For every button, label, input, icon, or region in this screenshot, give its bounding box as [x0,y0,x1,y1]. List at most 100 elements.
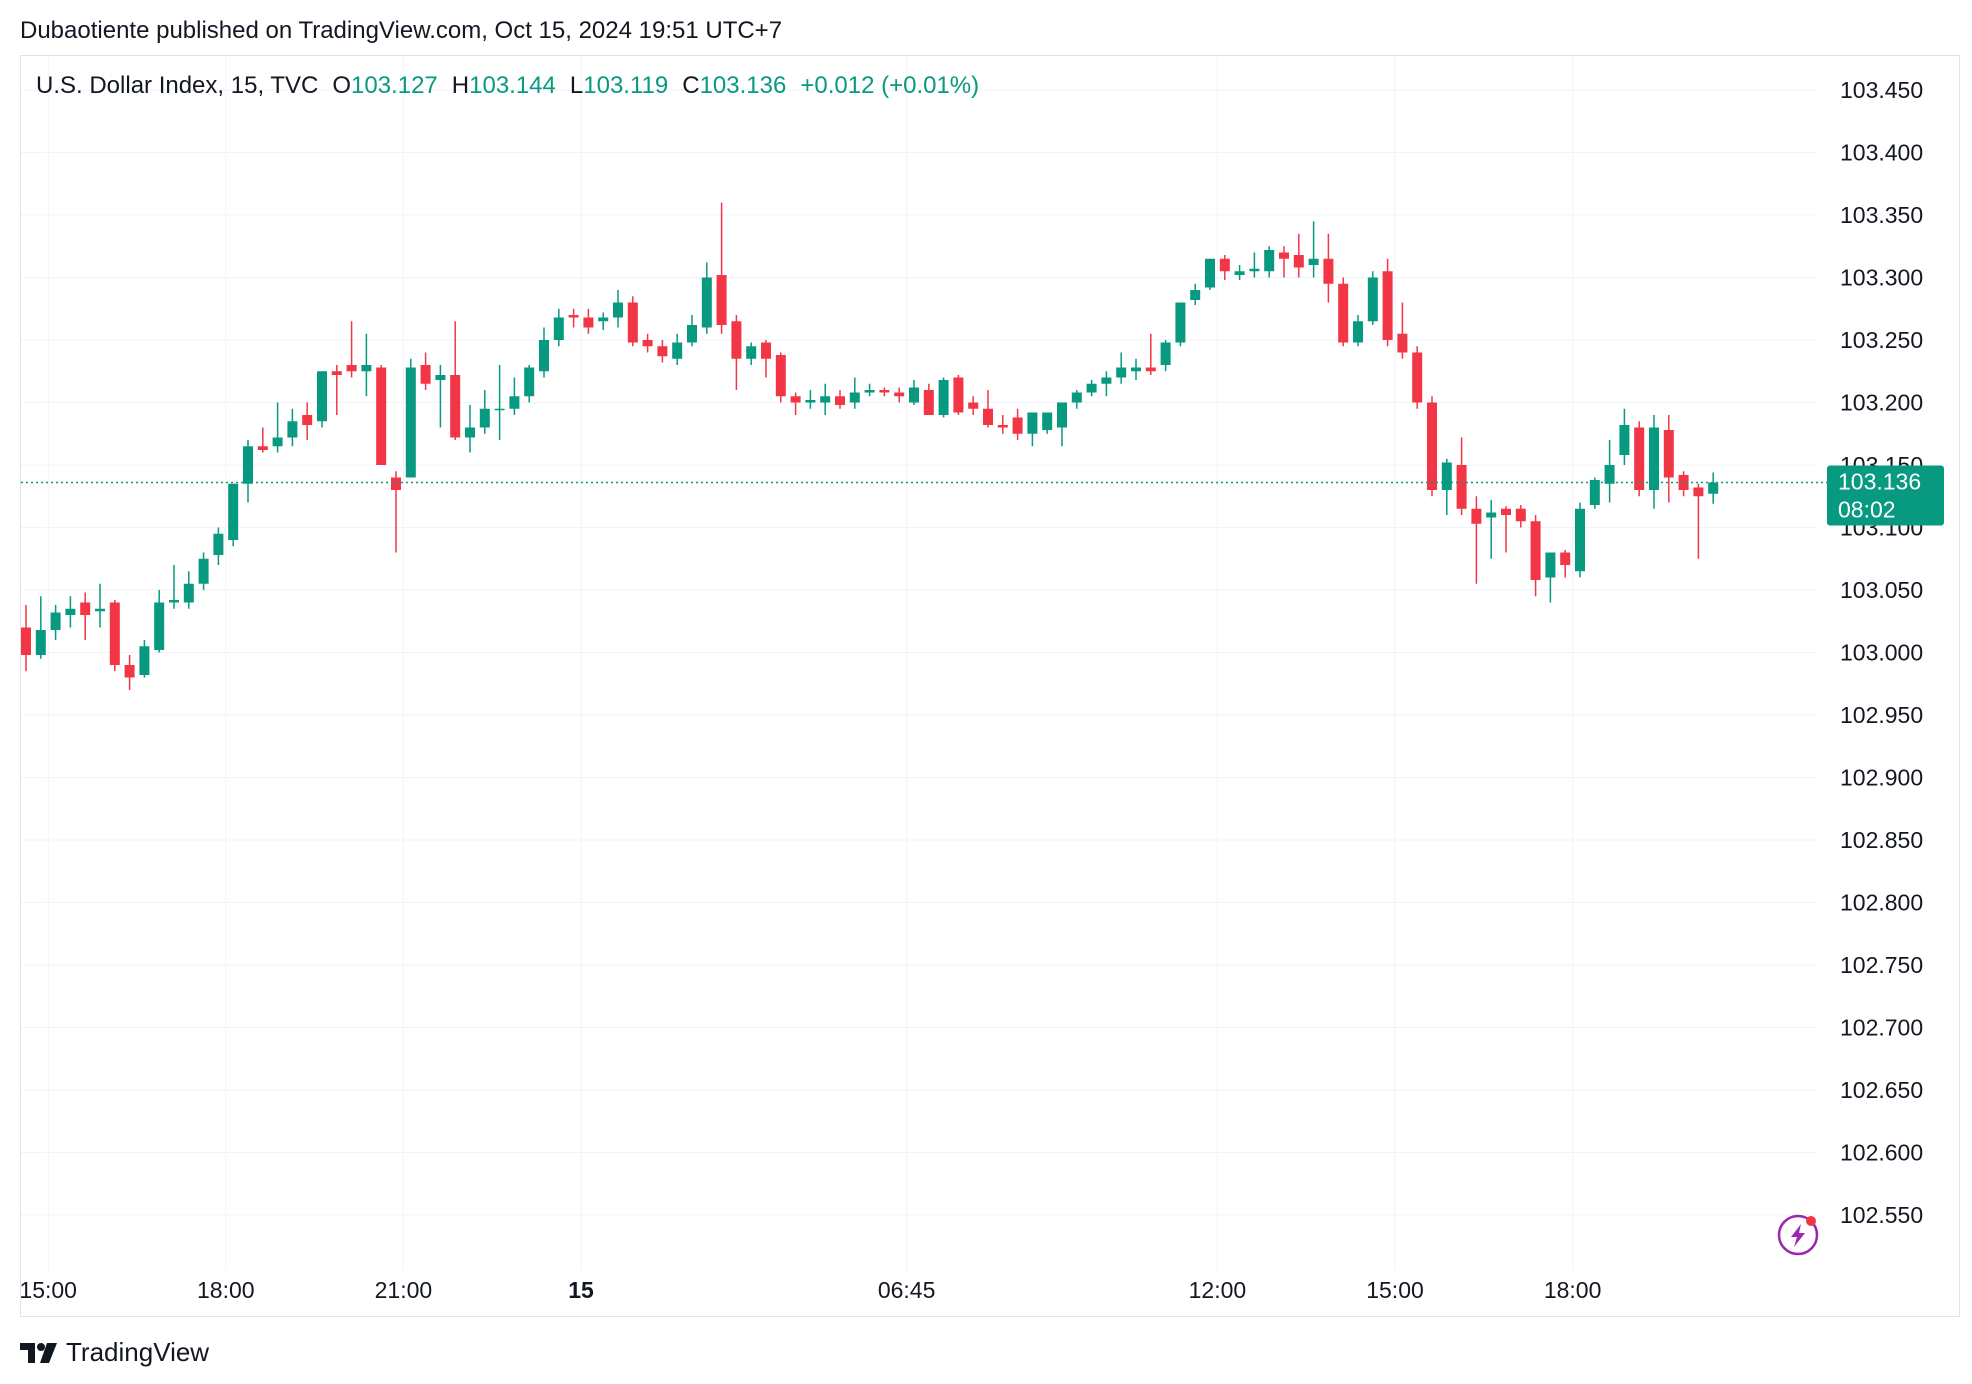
candle-body [95,608,105,612]
candle [420,352,431,390]
candle [1367,271,1378,325]
candle [1264,246,1275,278]
candle-body [864,390,875,393]
candle-body [331,371,342,375]
candle-body [1367,277,1378,322]
lightning-icon[interactable] [1777,1214,1819,1256]
candle-body [1545,552,1556,578]
candle-body [539,340,549,372]
candle [1649,415,1659,509]
candle-body [1293,255,1304,268]
candle [124,655,135,690]
candle [243,440,253,503]
chart-legend: U.S. Dollar Index, 15, TVC O103.127 H103.1… [36,72,993,100]
published-line: Dubaotiente published on TradingView.com… [20,17,783,44]
candle [1441,458,1452,515]
candle [568,308,579,328]
candle [1012,408,1023,440]
candle [1249,252,1260,278]
candle [613,290,623,328]
candle-body [583,317,594,328]
candle [1338,277,1349,347]
candle [1145,333,1156,375]
candle [35,596,46,659]
candle [923,383,934,415]
candle-body [687,325,697,343]
candle-body [1663,430,1674,478]
candle [391,471,401,553]
candle [1382,258,1393,347]
tradingview-logo-text: TradingView [66,1337,210,1367]
candle-body [879,390,890,393]
x-tick-label: 18:00 [1544,1277,1602,1303]
candle [479,390,490,434]
candle-body [1071,392,1082,403]
y-tick-label: 102.550 [1840,1202,1923,1228]
candle-body [287,421,298,438]
candle [1042,412,1053,434]
candle-body [1382,271,1393,340]
candle [716,202,727,334]
candle [302,402,313,440]
candle-body [1589,480,1600,505]
candle-body [1219,258,1230,272]
candle-body [1486,512,1497,518]
candle-body [302,415,313,425]
candle [1190,283,1201,305]
last-price-tag: 103.136 08:02 [1827,465,1944,526]
candle-body [21,627,31,655]
candle [524,365,535,403]
candle [1160,340,1171,372]
candle [1205,258,1215,290]
candle [1412,346,1423,409]
last-price-tag-background [1827,465,1944,526]
chart-frame [20,55,1960,1317]
candle-body [1693,487,1704,497]
candle [228,483,239,547]
candle-body [1441,462,1452,490]
candle-body [139,646,150,675]
price-axis: 103.450 103.400 103.350 103.300 103.250 103.2… [1840,77,1923,1228]
candle [198,552,209,590]
candle-body [968,402,979,409]
candle-body [1649,427,1659,490]
candle [835,390,845,409]
candle-body [479,408,490,428]
candle [790,392,801,415]
candle [183,571,194,609]
candle-body [391,477,401,490]
candle [983,390,993,428]
candle [95,583,105,628]
candle-body [1012,417,1023,434]
candle-body [1338,283,1349,343]
candle [1530,515,1541,597]
candle [864,383,875,397]
candle-body [1412,352,1423,403]
candle-body [1456,465,1467,509]
tradingview-logo[interactable]: TradingView [20,1337,209,1368]
candle [361,333,372,397]
candle-body [65,608,76,615]
candle [1353,315,1363,347]
candle-body [820,396,831,403]
candle [1323,233,1334,303]
candle [849,377,860,409]
candle-body [435,375,446,380]
candle [1308,221,1319,278]
candle-body [1042,412,1053,430]
candle [1486,500,1497,559]
candle [553,308,564,347]
candle-body [1678,475,1689,490]
candle [80,592,91,640]
candle [1545,552,1556,603]
candle [746,342,757,365]
candle [1397,302,1408,359]
candle [154,590,165,653]
candle [1619,408,1630,465]
y-tick-label: 102.600 [1840,1140,1923,1166]
y-tick-label: 102.700 [1840,1015,1923,1041]
candle-body [1471,508,1482,524]
candle [317,371,327,428]
candle-body [983,408,993,425]
